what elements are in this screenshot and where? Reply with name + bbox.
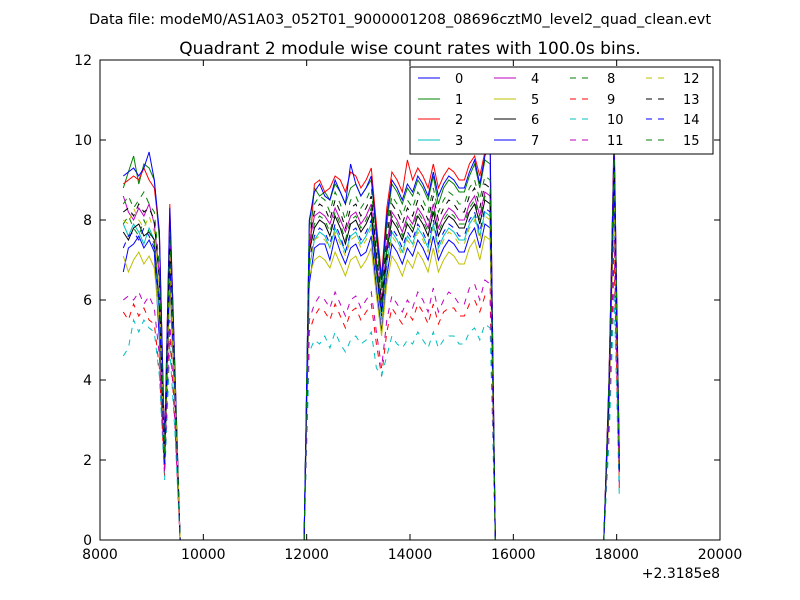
legend-entry: 12: [646, 72, 700, 87]
legend-label: 5: [531, 93, 539, 108]
series-line: [303, 279, 496, 540]
series-line: [122, 250, 181, 540]
y-tick-label: 8: [83, 213, 92, 229]
y-tick-label: 6: [83, 293, 92, 309]
legend-entry: 6: [494, 113, 539, 128]
legend-label: 3: [455, 134, 463, 149]
legend-entry: 0: [418, 72, 463, 87]
series-line: [122, 202, 181, 540]
legend-label: 10: [607, 113, 624, 128]
legend-entry: 11: [570, 134, 624, 149]
series-line: [303, 175, 496, 540]
x-tick-label: 20000: [698, 547, 743, 563]
series-layer: [122, 127, 620, 540]
x-tick-label: 16000: [491, 547, 536, 563]
legend-label: 12: [683, 72, 700, 87]
legend-entry: 15: [646, 134, 700, 149]
legend-label: 1: [455, 93, 463, 108]
legend-label: 15: [683, 134, 700, 149]
series-line: [303, 183, 496, 540]
series-line: [303, 159, 496, 540]
legend-entry: 7: [494, 134, 539, 149]
legend-label: 0: [455, 72, 463, 87]
y-tick-label: 2: [83, 453, 92, 469]
y-tick-label: 10: [74, 133, 92, 149]
x-tick-label: 14000: [388, 547, 433, 563]
legend-label: 8: [607, 72, 615, 87]
series-line: [303, 199, 496, 540]
legend-entry: 14: [646, 113, 700, 128]
y-tick-label: 4: [83, 373, 92, 389]
series-line: [303, 139, 496, 540]
y-tick-label: 0: [83, 533, 92, 549]
legend-entry: 8: [570, 72, 615, 87]
series-line: [122, 318, 181, 540]
legend-label: 4: [531, 72, 539, 87]
legend-entry: 9: [570, 93, 615, 108]
series-14: [122, 183, 620, 540]
series-line: [303, 191, 496, 540]
series-line: [122, 290, 181, 540]
legend-label: 14: [683, 113, 700, 128]
y-tick-label: 12: [74, 53, 92, 69]
series-line: [603, 147, 620, 540]
series-line: [303, 223, 496, 540]
legend-entry: 4: [494, 72, 539, 87]
series-line: [303, 211, 496, 540]
series-line: [303, 215, 496, 540]
series-line: [122, 302, 181, 540]
series-line: [603, 151, 620, 540]
legend-label: 11: [607, 134, 624, 149]
series-line: [303, 142, 496, 540]
series-7: [122, 139, 620, 540]
series-line: [603, 239, 620, 540]
x-tick-label: 8000: [82, 547, 118, 563]
legend-entry: 1: [418, 93, 463, 108]
data-file-caption: Data file: modeM0/AS1A03_052T01_90000012…: [89, 12, 711, 28]
legend-label: 6: [531, 113, 539, 128]
series-15: [122, 151, 620, 540]
series-line: [303, 195, 496, 540]
plot-area: 8000 10000 12000 14000 16000 18000 20000 02468…: [74, 53, 742, 582]
x-tick-label: 12000: [284, 547, 329, 563]
legend-entry: 5: [494, 93, 539, 108]
series-line: [303, 235, 496, 540]
chart-title: Quadrant 2 module wise count rates with …: [179, 39, 640, 59]
series-11: [122, 239, 620, 540]
legend-label: 2: [455, 113, 463, 128]
legend-label: 9: [607, 93, 615, 108]
x-offset-label: +2.3185e8: [642, 566, 720, 582]
legend-entry: 10: [570, 113, 624, 128]
series-line: [303, 295, 496, 540]
x-axis: 8000 10000 12000 14000 16000 18000 20000: [82, 60, 742, 563]
series-line: [122, 151, 181, 540]
x-tick-label: 10000: [181, 547, 226, 563]
legend-label: 7: [531, 134, 539, 149]
series-line: [122, 190, 181, 540]
legend-label: 13: [683, 93, 700, 108]
legend-entry: 2: [418, 113, 463, 128]
series-line: [303, 207, 496, 540]
legend-entry: 13: [646, 93, 700, 108]
x-tick-label: 18000: [594, 547, 639, 563]
legend-entry: 3: [418, 134, 463, 149]
